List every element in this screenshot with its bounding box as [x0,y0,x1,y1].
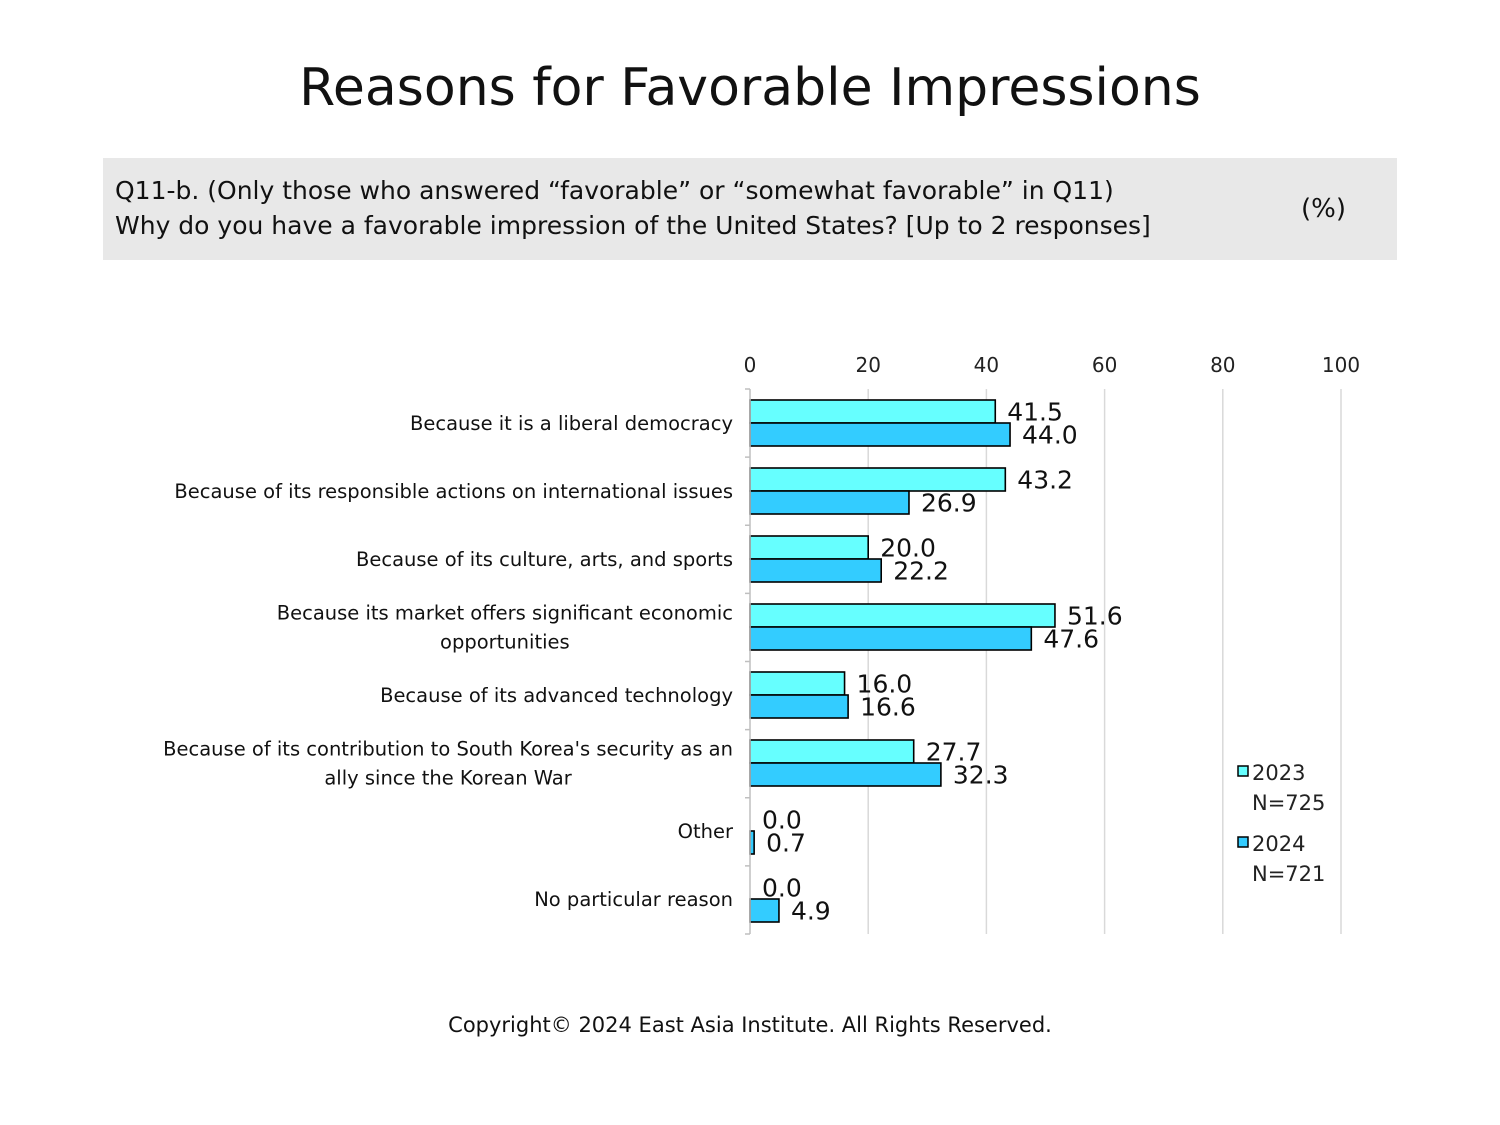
bar-2023-3 [749,603,1056,628]
bar-2023-5 [749,739,915,764]
category-label: Because its market offers significant ec… [277,602,733,625]
category-label: ally since the Korean War [324,767,572,790]
question-line-2: Why do you have a favorable impression o… [115,211,1151,240]
x-tick-label: 40 [974,353,999,377]
legend-swatch-2024 [1237,836,1249,848]
data-label-2024-2: 22.2 [893,557,949,586]
category-label: Because it is a liberal democracy [410,412,733,435]
bars [749,399,1056,923]
category-labels: Because it is a liberal democracy Because… [163,412,734,911]
legend-label-2024: 2024 [1252,832,1305,856]
category-label: Because of its contribution to South Kor… [163,738,733,761]
data-label-2023-0: 41.5 [1007,398,1063,427]
data-label-2023-4: 16.0 [857,670,913,699]
x-axis-ticks: 0 20 40 60 80 100 [744,353,1360,377]
data-label-2023-1: 43.2 [1017,466,1073,495]
data-label-2024-1: 26.9 [921,489,977,518]
bar-2023-0 [749,399,997,424]
legend: 2023 N=725 2024 N=721 [1237,761,1325,886]
category-label: Because of its responsible actions on in… [174,480,733,503]
x-tick-label: 80 [1210,353,1235,377]
data-label-2024-0: 44.0 [1022,421,1078,450]
data-label-2023-7: 0.0 [762,874,802,903]
category-label: Other [678,820,734,843]
bar-2024-4 [749,694,849,719]
data-label-2023-2: 20.0 [880,534,936,563]
legend-label-2023: 2023 [1252,761,1305,785]
y-axis [745,388,751,935]
bar-2024-1 [749,490,910,515]
x-tick-label: 100 [1322,353,1360,377]
data-label-2024-6: 0.7 [766,829,806,858]
data-label-2023-5: 27.7 [926,738,982,767]
legend-sample-2024: N=721 [1252,862,1325,886]
bar-2024-2 [749,558,883,583]
x-tick-label: 60 [1092,353,1117,377]
category-label: opportunities [440,631,570,654]
data-label-2024-3: 47.6 [1043,625,1099,654]
data-label-2023-6: 0.0 [762,806,802,835]
bar-2023-4 [749,671,846,696]
data-label-2024-4: 16.6 [860,693,916,722]
category-label: Because of its advanced technology [380,684,733,707]
bar-2024-5 [749,762,942,787]
value-labels: 41.544.0 43.2 26.9 20.022.2 51.647.6 16.016.6… [762,398,1123,926]
copyright-notice: Copyright© 2024 East Asia Institute. All… [448,1013,1052,1037]
data-label-2024-7: 4.9 [791,897,831,926]
question-box: Q11-b. (Only those who answered “favorab… [103,158,1397,260]
category-label: Because of its culture, arts, and sports [356,548,733,571]
bar-2024-0 [749,422,1011,447]
question-line-1: Q11-b. (Only those who answered “favorab… [115,176,1114,205]
unit-label: (%) [1301,194,1346,224]
bar-chart: 0 20 40 60 80 100 Because it is a liberal dem… [163,353,1360,935]
data-label-2023-3: 51.6 [1067,602,1123,631]
x-tick-label: 20 [855,353,880,377]
data-label-2024-5: 32.3 [953,761,1009,790]
x-tick-label: 0 [744,353,757,377]
category-label: No particular reason [534,888,733,911]
bar-2023-2 [749,535,869,560]
legend-swatch-2023 [1237,765,1249,777]
bar-2024-3 [749,626,1033,651]
legend-sample-2023: N=725 [1252,791,1325,815]
page-title: Reasons for Favorable Impressions [299,58,1201,118]
